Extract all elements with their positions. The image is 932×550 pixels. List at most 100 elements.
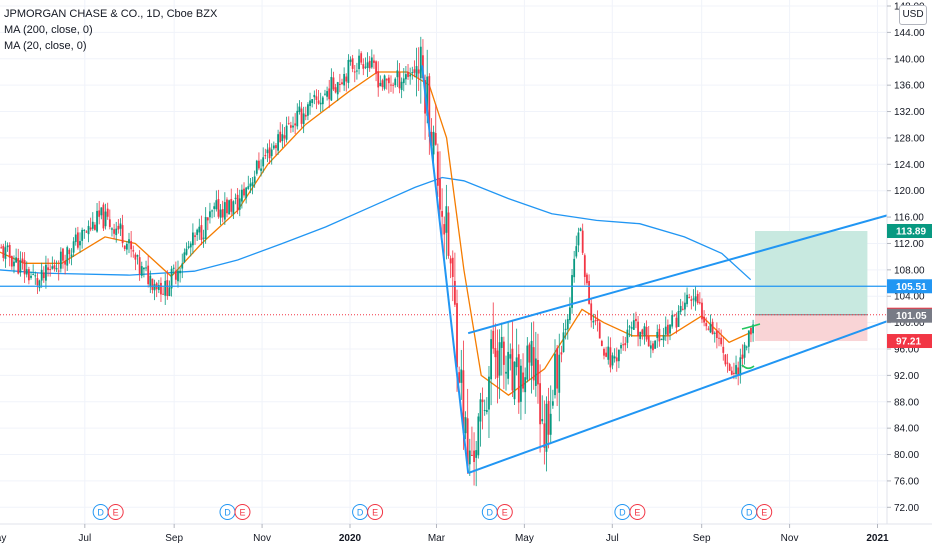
candle-body [49,269,52,271]
ma200-legend[interactable]: MA (200, close, 0) [4,24,93,36]
candle-body [230,198,233,212]
candle-body [554,353,556,396]
trendlines[interactable] [0,65,891,474]
candle-body [140,266,143,276]
candle-body [524,377,527,393]
candle-body [562,332,565,353]
candle-body [336,82,339,95]
candle-body [739,357,742,376]
candle-body [498,342,501,376]
candle-body [705,323,708,327]
candle-body [445,206,448,233]
candle-body [196,229,199,235]
candle-body [639,331,642,340]
crash-line-line [421,65,470,474]
candle-body [219,209,222,218]
candle-body [400,81,403,90]
candle-body [500,336,503,348]
candle-body [494,348,497,358]
candle-body [91,221,94,229]
candle-body [206,217,209,221]
candle-body [594,320,597,322]
candle-body [654,340,657,349]
price-tick-label: 136.00 [894,81,925,92]
candle-body [83,229,86,231]
event-badge-E [234,504,251,520]
price-tick-label: 100.00 [894,318,925,329]
candle-body [128,239,130,244]
candle-body [89,227,92,230]
candle-body [302,113,305,124]
event-badge-label: E [239,508,245,518]
candle-body [390,84,392,86]
symbol-title[interactable]: JPMORGAN CHASE & CO., 1D, Cboe BZX [4,8,218,20]
candle-body [611,355,614,366]
position-tool[interactable] [0,230,887,342]
candle-body [662,334,665,341]
candle-body [471,454,473,456]
candle-body [115,228,118,236]
candle-body [57,270,60,272]
candle-body [17,257,20,274]
candle-body [53,265,56,269]
candle-body [462,370,465,433]
currency-button[interactable]: USD [899,5,927,25]
price-label-text: 113.89 [896,226,926,237]
candle-body [596,319,599,322]
candle-body [513,361,516,400]
candle-body [38,280,41,289]
event-badge-E [367,504,384,520]
ma20-legend[interactable]: MA (20, close, 0) [4,40,87,52]
candle-body [571,275,573,308]
candle-body [341,82,343,84]
candle-body [304,114,307,117]
candle-body [603,348,605,356]
candle-body [313,94,316,98]
candle-body [40,269,43,281]
loss-zone [754,314,868,342]
candle-body [108,219,111,227]
candle-body [573,258,576,278]
candle-body [443,224,446,235]
candle-body [315,96,318,100]
price-axis[interactable]: 72.00 76.00 80.00 84.00 88.00 92.00 96.00 100.0… [886,0,932,524]
candle-body [460,369,463,383]
candle-body [613,356,616,359]
time-axis[interactable]: May Jul Sep Nov 2020 Mar May Jul Sep Nov 2021 [0,523,932,550]
candle-body [703,316,705,323]
candle-body [677,310,680,327]
candle-body [432,131,435,155]
price-tick-label: 84.00 [894,424,919,435]
event-badge-E [107,504,124,520]
candle-body [637,321,639,337]
candle-body [641,329,644,335]
candle-body [117,225,120,230]
candle-body [609,347,612,368]
candle-body [119,223,122,229]
candle-body [130,241,133,250]
candle-body [294,123,297,126]
candle-body [27,269,30,281]
candle-body [439,178,441,210]
candle-body [473,450,475,462]
candle-body [6,245,9,248]
candle-body [505,371,507,374]
candle-body [583,255,586,277]
candle-body [23,260,26,275]
grid [0,0,887,524]
candle-body [187,246,190,248]
candle-body [4,247,7,259]
candle-body [664,326,667,335]
candle-body [217,199,220,217]
candle-body [394,78,397,86]
candle-body [373,60,375,63]
candle-body [266,149,269,154]
price-tick-label: 140.00 [894,54,925,65]
candle-body [168,287,171,297]
candle-body [192,232,194,246]
annotation-mark [741,364,755,370]
candle-body [345,76,348,82]
candle-body [136,255,139,257]
